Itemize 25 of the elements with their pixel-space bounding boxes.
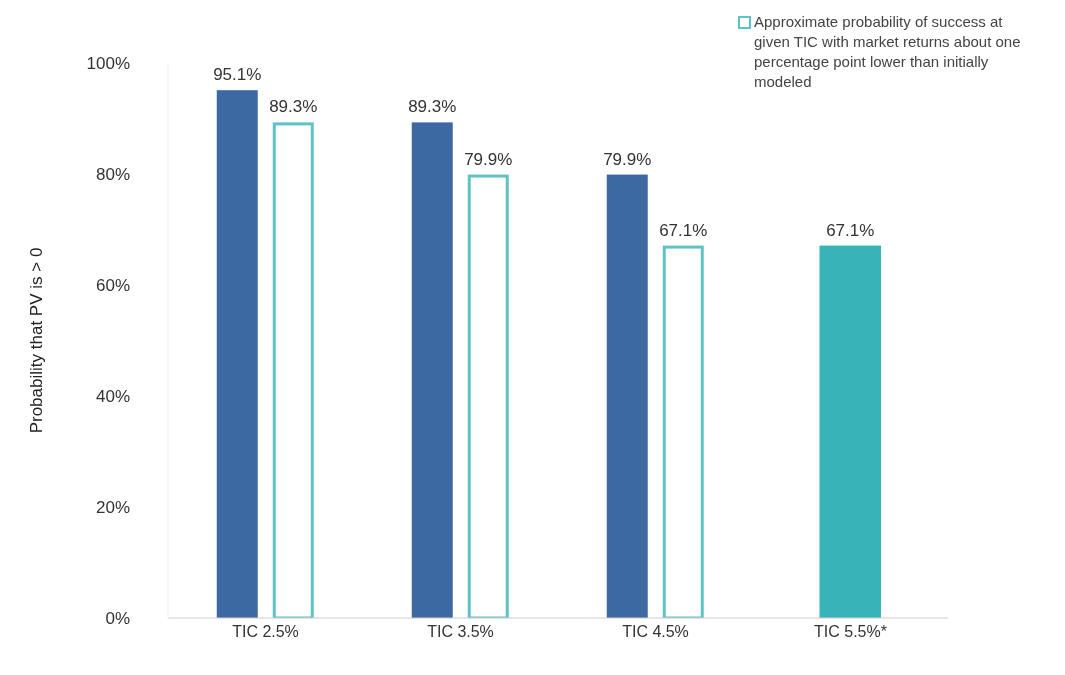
data-label: 89.3%	[408, 97, 457, 117]
data-label: 79.9%	[603, 149, 652, 169]
bar	[411, 122, 453, 618]
data-label: 67.1%	[659, 220, 708, 240]
bar	[467, 174, 509, 618]
y-tick-label: 20%	[95, 498, 130, 518]
x-tick-label: TIC 2.5%	[232, 623, 299, 641]
data-label: 67.1%	[826, 220, 875, 240]
bar	[272, 122, 314, 618]
bar	[216, 90, 258, 618]
x-tick-label: TIC 3.5%	[427, 623, 494, 641]
bar	[606, 174, 648, 618]
y-tick-label: 100%	[86, 54, 130, 74]
data-label: 79.9%	[464, 149, 513, 169]
legend-label: Approximate probability of success at given TIC with market returns about one percentage point lower than initially modeled	[754, 12, 1022, 92]
x-tick-label: TIC 4.5%	[622, 623, 689, 641]
y-axis-title: Probability that PV is > 0	[27, 247, 47, 434]
data-label: 95.1%	[213, 65, 262, 85]
y-tick-label: 60%	[95, 276, 130, 296]
y-tick-label: 0%	[105, 609, 130, 629]
data-label: 89.3%	[269, 97, 318, 117]
x-tick-label: TIC 5.5%*	[814, 623, 887, 641]
bar	[662, 245, 704, 618]
y-tick-label: 80%	[95, 165, 130, 185]
y-tick-label: 40%	[95, 387, 130, 407]
